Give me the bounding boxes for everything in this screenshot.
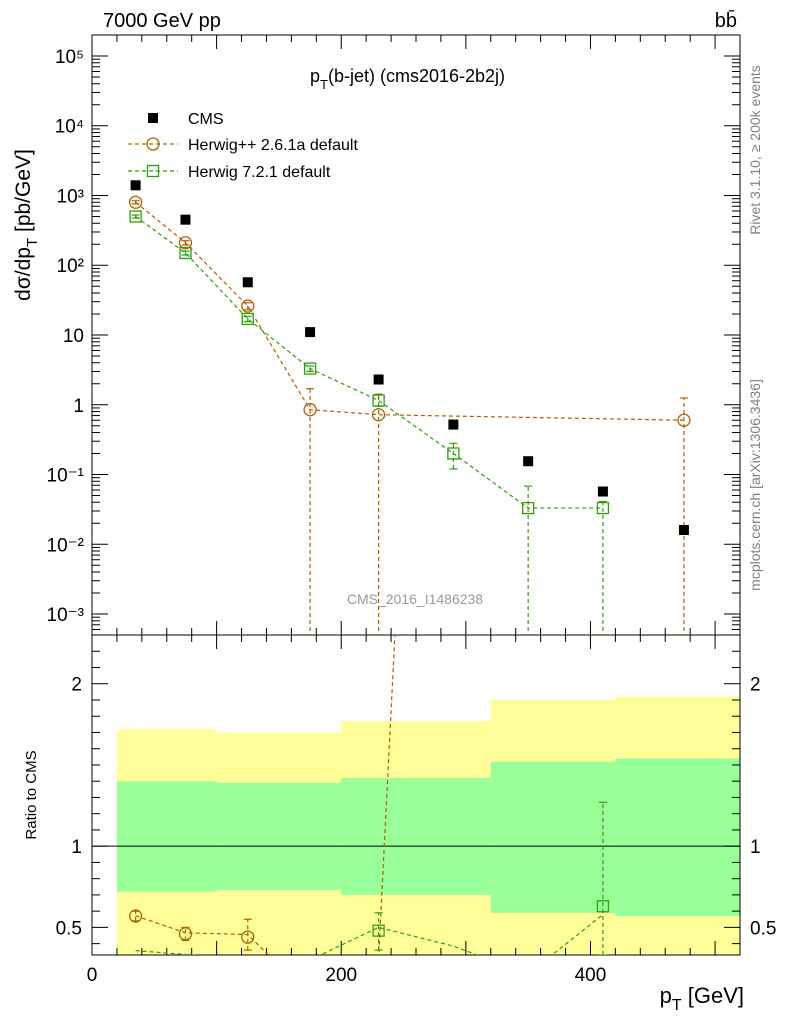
legend-marker-cms: [148, 113, 158, 123]
herwigpp-point: [178, 236, 193, 250]
herwigpp-point: [677, 413, 691, 427]
ratio-y-tick-label: 0.5: [750, 918, 776, 939]
herwig7-ratio-point: [596, 900, 610, 913]
ratio-y-tick-label: 2: [750, 675, 761, 696]
herwig7-line: [135, 216, 603, 509]
cms-point: [448, 419, 459, 430]
legend-marker-herwig7: [146, 164, 160, 178]
herwig7-ratio-point: [372, 924, 385, 937]
herwig7-point: [596, 501, 610, 515]
legend-label-cms: CMS: [188, 111, 224, 128]
herwigpp-ratio-line: [135, 635, 396, 955]
rivet-version-label: Rivet 3.1.10, ≥ 200k events: [747, 65, 763, 235]
ratio-series: [128, 635, 610, 955]
green-band-segment: [341, 777, 491, 895]
x-tick-label: 400: [575, 965, 607, 986]
legend: CMS Herwig++ 2.6.1a default Herwig 7.2.1 d…: [128, 111, 358, 181]
y-tick-label: 10⁴: [55, 117, 84, 138]
cms-point: [180, 214, 191, 225]
axis-ticks: 10⁻³ 10⁻² 10⁻¹ 1 10 10² 10³ 10⁴ 10⁵ 0 200 400 0.5 0.5…: [47, 34, 776, 986]
herwig7-point: [241, 312, 254, 326]
x-axis-label: pT [GeV]: [660, 983, 744, 1014]
ratio-y-tick-label: 1: [750, 837, 761, 858]
main-series: [128, 180, 691, 635]
herwig7-point: [522, 501, 535, 515]
y-tick-label: 10⁵: [55, 47, 84, 68]
herwig7-point: [447, 447, 460, 460]
ratio-y-tick-label: 0.5: [56, 918, 82, 939]
green-band-segment: [490, 761, 616, 913]
herwigpp-point: [371, 408, 386, 422]
cms-point: [130, 180, 141, 191]
legend-marker-herwigpp: [146, 137, 160, 151]
green-band-segment: [615, 758, 740, 917]
herwig7-point: [372, 394, 385, 407]
y-tick-label: 10⁻³: [47, 605, 85, 626]
mcplots-label: mcplots.cern.ch [arXiv:1306.3436]: [747, 379, 763, 591]
header-left: 7000 GeV pp: [103, 10, 221, 32]
cms-point: [523, 456, 534, 467]
legend-label-herwig7: Herwig 7.2.1 default: [188, 164, 331, 181]
main-y-axis-label: dσ/dpT [pb/GeV]: [12, 149, 41, 301]
herwigpp-point: [241, 299, 255, 313]
herwigpp-line: [135, 201, 684, 421]
green-band-segment: [216, 782, 342, 891]
ratio-y-axis-label: Ratio to CMS: [23, 750, 40, 839]
herwig7-ratio-line: [135, 914, 604, 955]
ratio-y-tick-label: 1: [71, 837, 82, 858]
herwigpp-ratio-point: [128, 909, 143, 923]
cms-point: [678, 525, 689, 536]
x-tick-label: 200: [325, 965, 357, 986]
herwig7-point: [303, 362, 317, 375]
herwigpp-point: [303, 403, 317, 417]
y-tick-label: 10³: [57, 186, 84, 207]
herwigpp-ratio-point: [178, 927, 193, 941]
y-tick-label: 10: [63, 326, 84, 347]
y-tick-label: 10⁻¹: [47, 466, 85, 487]
legend-label-herwigpp: Herwig++ 2.6.1a default: [188, 137, 358, 154]
analysis-watermark: CMS_2016_I1486238: [347, 591, 483, 607]
y-tick-label: 1: [73, 396, 84, 417]
ratio-uncertainty-bands: [92, 696, 740, 955]
y-tick-label: 10⁻²: [47, 535, 85, 556]
chart-title: pT(b-jet) (cms2016-2b2j): [310, 66, 505, 92]
header-right: bb̄: [715, 9, 737, 32]
cms-point: [373, 374, 384, 385]
herwig7-point: [129, 210, 142, 223]
herwigpp-point: [128, 195, 143, 209]
x-tick-label: 0: [87, 965, 98, 986]
green-band-segment: [116, 781, 217, 892]
herwig7-point: [179, 246, 192, 260]
y-tick-label: 10²: [57, 256, 84, 277]
cms-point: [305, 327, 316, 338]
cms-point: [242, 277, 253, 288]
cms-point: [597, 486, 608, 497]
herwigpp-ratio-point: [241, 930, 255, 944]
ratio-y-tick-label: 2: [71, 675, 82, 696]
